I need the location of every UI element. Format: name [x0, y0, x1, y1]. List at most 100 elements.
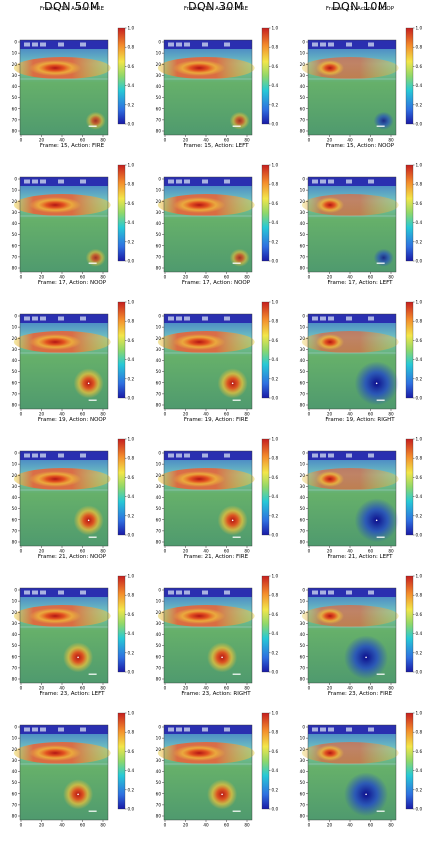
y-tick-label: 50 [156, 369, 162, 374]
y-tick-label: 70 [156, 391, 162, 396]
y-tick-label: 20 [156, 610, 162, 615]
y-tick-label: 40 [156, 358, 162, 363]
y-tick-label: 10 [12, 325, 18, 330]
heatmap-image [157, 313, 255, 410]
y-tick-label: 0 [14, 177, 17, 182]
panel-caption: Frame: 17, Action: NOOP [37, 280, 107, 286]
y-tick-label: 70 [300, 802, 306, 807]
y-tick-label: 20 [156, 336, 162, 341]
x-tick-label: 20 [183, 138, 189, 143]
x-tick-label: 40 [59, 549, 65, 554]
colorbar [117, 438, 126, 536]
y-tick-label: 60 [12, 106, 18, 111]
y-tick-label: 60 [156, 791, 162, 796]
colorbar-tick-label: 0.0 [272, 122, 279, 127]
y-tick-label: 40 [300, 84, 306, 89]
x-tick-label: 80 [100, 412, 106, 417]
y-tick-label: 60 [12, 517, 18, 522]
colorbar-tick-label: 1.0 [128, 300, 135, 305]
y-tick-label: 70 [300, 391, 306, 396]
y-tick-label: 60 [12, 243, 18, 248]
colorbar-tick-label: 0.6 [416, 612, 423, 617]
y-tick-label: 30 [300, 210, 306, 215]
colorbar-tick-label: 0.2 [272, 787, 279, 792]
y-tick-label: 40 [300, 632, 306, 637]
colorbar [117, 575, 126, 673]
colorbar-tick-label: 1.0 [272, 574, 279, 579]
y-tick-label: 10 [12, 188, 18, 193]
x-tick-label: 20 [39, 823, 45, 828]
x-tick-label: 60 [368, 549, 374, 554]
y-tick-label: 20 [12, 610, 18, 615]
y-tick-label: 10 [300, 325, 306, 330]
y-tick-label: 0 [14, 451, 17, 456]
colorbar-tick-label: 0.2 [128, 650, 135, 655]
colorbar-tick-label: 0.2 [128, 102, 135, 107]
y-tick-label: 0 [302, 177, 305, 182]
y-tick-label: 70 [156, 528, 162, 533]
y-tick-label: 60 [300, 380, 306, 385]
x-tick-label: 80 [388, 823, 394, 828]
y-tick-label: 70 [12, 665, 18, 670]
colorbar-tick-label: 0.4 [128, 631, 135, 636]
y-tick-label: 10 [300, 599, 306, 604]
y-tick-label: 70 [12, 391, 18, 396]
heatmap-image [157, 176, 255, 273]
column-title: DQN 30M [188, 0, 244, 13]
colorbar-tick-label: 0.6 [272, 612, 279, 617]
x-tick-label: 80 [388, 549, 394, 554]
y-tick-label: 40 [300, 495, 306, 500]
y-tick-label: 70 [156, 802, 162, 807]
colorbar-tick-label: 0.0 [416, 807, 423, 812]
x-tick-label: 60 [80, 686, 86, 691]
colorbar [261, 164, 270, 262]
y-tick-label: 30 [156, 621, 162, 626]
y-tick-label: 0 [158, 451, 161, 456]
colorbar-tick-label: 0.4 [128, 494, 135, 499]
x-tick-label: 20 [39, 686, 45, 691]
x-tick-label: 40 [203, 549, 209, 554]
y-tick-label: 40 [12, 495, 18, 500]
x-tick-label: 40 [347, 549, 353, 554]
y-tick-label: 0 [302, 588, 305, 593]
colorbar-tick-label: 0.6 [416, 201, 423, 206]
saliency-panel: Frame: 17, Action: NOOP 0 10 20 30 40 50 60 70 80… [144, 280, 288, 417]
y-tick-label: 40 [156, 221, 162, 226]
saliency-panel: Frame: 21, Action: NOOP 0 10 20 30 40 50 60 70 80… [0, 554, 144, 691]
colorbar-tick-label: 0.0 [272, 259, 279, 264]
x-tick-label: 60 [368, 138, 374, 143]
heatmap-image [157, 450, 255, 547]
saliency-panel: Frame: 13, Action: FIRE 0 10 20 30 40 50 60 70 80… [144, 6, 288, 143]
y-tick-label: 20 [12, 747, 18, 752]
heatmap-image [301, 313, 399, 410]
x-tick-label: 60 [368, 686, 374, 691]
y-tick-label: 20 [156, 62, 162, 67]
colorbar-tick-label: 0.8 [272, 456, 279, 461]
y-tick-label: 10 [300, 51, 306, 56]
panel-caption: Frame: 19, Action: NOOP [37, 417, 107, 423]
y-tick-label: 70 [12, 254, 18, 259]
y-tick-label: 10 [156, 736, 162, 741]
colorbar-tick-label: 0.0 [416, 533, 423, 538]
y-tick-label: 20 [300, 199, 306, 204]
panel-caption: Frame: 17, Action: NOOP [181, 280, 251, 286]
x-tick-label: 40 [347, 275, 353, 280]
colorbar-tick-label: 0.8 [272, 182, 279, 187]
x-tick-label: 80 [100, 686, 106, 691]
y-tick-label: 0 [158, 40, 161, 45]
x-tick-label: 40 [203, 275, 209, 280]
colorbar-tick-label: 0.8 [416, 319, 423, 324]
colorbar-tick-label: 1.0 [416, 437, 423, 442]
colorbar-tick-label: 0.2 [416, 650, 423, 655]
colorbar-tick-label: 0.2 [272, 102, 279, 107]
colorbar-tick-label: 0.4 [128, 220, 135, 225]
x-tick-label: 40 [203, 686, 209, 691]
colorbar-tick-label: 1.0 [272, 163, 279, 168]
x-tick-label: 0 [308, 823, 311, 828]
x-tick-label: 40 [347, 412, 353, 417]
y-tick-label: 70 [12, 117, 18, 122]
x-tick-label: 40 [347, 823, 353, 828]
y-tick-label: 10 [12, 599, 18, 604]
